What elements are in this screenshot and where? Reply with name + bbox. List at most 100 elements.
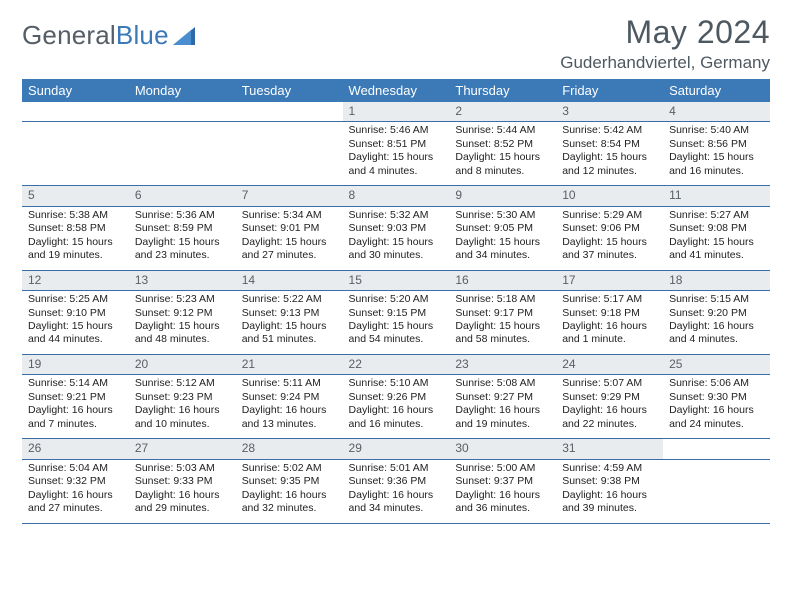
sunset-text: Sunset: 8:59 PM <box>135 222 230 235</box>
sunrise-text: Sunrise: 5:10 AM <box>349 377 444 390</box>
daylight-text: Daylight: 15 hours and 27 minutes. <box>242 236 337 263</box>
daylight-text: Daylight: 15 hours and 12 minutes. <box>562 151 657 178</box>
sunset-text: Sunset: 9:36 PM <box>349 475 444 488</box>
daylight-text: Daylight: 16 hours and 16 minutes. <box>349 404 444 431</box>
sunrise-text: Sunrise: 5:32 AM <box>349 209 444 222</box>
day-info-cell: Sunrise: 5:25 AMSunset: 9:10 PMDaylight:… <box>22 291 129 355</box>
day-info-cell: Sunrise: 5:42 AMSunset: 8:54 PMDaylight:… <box>556 122 663 186</box>
calendar-body: 1234 Sunrise: 5:46 AMSunset: 8:51 PMDayl… <box>22 102 770 523</box>
daylight-text: Daylight: 15 hours and 41 minutes. <box>669 236 764 263</box>
sunrise-text: Sunrise: 5:22 AM <box>242 293 337 306</box>
sunrise-text: Sunrise: 5:12 AM <box>135 377 230 390</box>
day-info-row: Sunrise: 5:14 AMSunset: 9:21 PMDaylight:… <box>22 375 770 439</box>
day-info-row: Sunrise: 5:04 AMSunset: 9:32 PMDaylight:… <box>22 459 770 523</box>
sunset-text: Sunset: 9:33 PM <box>135 475 230 488</box>
sunset-text: Sunset: 9:05 PM <box>455 222 550 235</box>
day-number-cell: 11 <box>663 186 770 206</box>
weekday-header: Friday <box>556 79 663 102</box>
day-info-cell: Sunrise: 5:17 AMSunset: 9:18 PMDaylight:… <box>556 291 663 355</box>
sunset-text: Sunset: 9:21 PM <box>28 391 123 404</box>
day-number-cell: 29 <box>343 439 450 459</box>
daylight-text: Daylight: 15 hours and 4 minutes. <box>349 151 444 178</box>
month-title: May 2024 <box>560 14 770 51</box>
day-number-cell: 27 <box>129 439 236 459</box>
day-number-cell: 14 <box>236 270 343 290</box>
sunset-text: Sunset: 9:30 PM <box>669 391 764 404</box>
daylight-text: Daylight: 16 hours and 22 minutes. <box>562 404 657 431</box>
day-number-cell: 3 <box>556 102 663 122</box>
sunset-text: Sunset: 8:52 PM <box>455 138 550 151</box>
day-number-cell: 16 <box>449 270 556 290</box>
day-info-cell: Sunrise: 5:01 AMSunset: 9:36 PMDaylight:… <box>343 459 450 523</box>
day-number-cell <box>663 439 770 459</box>
daylight-text: Daylight: 15 hours and 37 minutes. <box>562 236 657 263</box>
sunset-text: Sunset: 9:35 PM <box>242 475 337 488</box>
sunrise-text: Sunrise: 5:15 AM <box>669 293 764 306</box>
day-info-cell: Sunrise: 5:46 AMSunset: 8:51 PMDaylight:… <box>343 122 450 186</box>
day-info-cell: Sunrise: 5:20 AMSunset: 9:15 PMDaylight:… <box>343 291 450 355</box>
sunset-text: Sunset: 9:15 PM <box>349 307 444 320</box>
daylight-text: Daylight: 16 hours and 4 minutes. <box>669 320 764 347</box>
day-info-cell: Sunrise: 5:03 AMSunset: 9:33 PMDaylight:… <box>129 459 236 523</box>
sunset-text: Sunset: 9:03 PM <box>349 222 444 235</box>
day-info-cell: Sunrise: 5:40 AMSunset: 8:56 PMDaylight:… <box>663 122 770 186</box>
brand-text: GeneralBlue <box>22 20 169 51</box>
day-number-cell: 19 <box>22 355 129 375</box>
sunrise-text: Sunrise: 5:18 AM <box>455 293 550 306</box>
daylight-text: Daylight: 16 hours and 1 minute. <box>562 320 657 347</box>
day-number-cell: 10 <box>556 186 663 206</box>
day-info-cell: Sunrise: 5:02 AMSunset: 9:35 PMDaylight:… <box>236 459 343 523</box>
sunrise-text: Sunrise: 5:14 AM <box>28 377 123 390</box>
day-info-row: Sunrise: 5:46 AMSunset: 8:51 PMDaylight:… <box>22 122 770 186</box>
day-number-cell: 18 <box>663 270 770 290</box>
day-number-cell: 31 <box>556 439 663 459</box>
day-number-cell: 26 <box>22 439 129 459</box>
daylight-text: Daylight: 16 hours and 13 minutes. <box>242 404 337 431</box>
sunset-text: Sunset: 8:51 PM <box>349 138 444 151</box>
sunrise-text: Sunrise: 5:17 AM <box>562 293 657 306</box>
day-number-cell: 13 <box>129 270 236 290</box>
day-number-row: 1234 <box>22 102 770 122</box>
brand-logo: GeneralBlue <box>22 14 195 51</box>
sunset-text: Sunset: 8:56 PM <box>669 138 764 151</box>
day-info-cell: Sunrise: 5:30 AMSunset: 9:05 PMDaylight:… <box>449 206 556 270</box>
sunset-text: Sunset: 9:12 PM <box>135 307 230 320</box>
day-info-row: Sunrise: 5:38 AMSunset: 8:58 PMDaylight:… <box>22 206 770 270</box>
daylight-text: Daylight: 16 hours and 34 minutes. <box>349 489 444 516</box>
sunrise-text: Sunrise: 5:34 AM <box>242 209 337 222</box>
day-number-cell: 2 <box>449 102 556 122</box>
day-info-cell <box>22 122 129 186</box>
sunrise-text: Sunrise: 5:36 AM <box>135 209 230 222</box>
day-number-cell: 23 <box>449 355 556 375</box>
header: GeneralBlue May 2024 Guderhandviertel, G… <box>22 14 770 73</box>
sunrise-text: Sunrise: 5:44 AM <box>455 124 550 137</box>
day-number-cell: 7 <box>236 186 343 206</box>
daylight-text: Daylight: 16 hours and 27 minutes. <box>28 489 123 516</box>
brand-part1: General <box>22 20 116 50</box>
day-number-cell: 24 <box>556 355 663 375</box>
weekday-header: Saturday <box>663 79 770 102</box>
day-info-cell: Sunrise: 5:23 AMSunset: 9:12 PMDaylight:… <box>129 291 236 355</box>
sunset-text: Sunset: 8:58 PM <box>28 222 123 235</box>
daylight-text: Daylight: 15 hours and 23 minutes. <box>135 236 230 263</box>
day-number-cell: 6 <box>129 186 236 206</box>
day-info-cell: Sunrise: 5:18 AMSunset: 9:17 PMDaylight:… <box>449 291 556 355</box>
sunset-text: Sunset: 9:29 PM <box>562 391 657 404</box>
daylight-text: Daylight: 15 hours and 16 minutes. <box>669 151 764 178</box>
day-number-cell: 25 <box>663 355 770 375</box>
daylight-text: Daylight: 16 hours and 24 minutes. <box>669 404 764 431</box>
sunrise-text: Sunrise: 5:25 AM <box>28 293 123 306</box>
sunrise-text: Sunrise: 5:08 AM <box>455 377 550 390</box>
sunrise-text: Sunrise: 5:42 AM <box>562 124 657 137</box>
daylight-text: Daylight: 16 hours and 7 minutes. <box>28 404 123 431</box>
sunset-text: Sunset: 9:01 PM <box>242 222 337 235</box>
day-info-cell: Sunrise: 5:06 AMSunset: 9:30 PMDaylight:… <box>663 375 770 439</box>
day-info-cell: Sunrise: 5:10 AMSunset: 9:26 PMDaylight:… <box>343 375 450 439</box>
daylight-text: Daylight: 15 hours and 8 minutes. <box>455 151 550 178</box>
daylight-text: Daylight: 15 hours and 58 minutes. <box>455 320 550 347</box>
sunset-text: Sunset: 9:32 PM <box>28 475 123 488</box>
day-info-cell: Sunrise: 5:38 AMSunset: 8:58 PMDaylight:… <box>22 206 129 270</box>
sunrise-text: Sunrise: 5:03 AM <box>135 462 230 475</box>
sunset-text: Sunset: 9:06 PM <box>562 222 657 235</box>
day-number-cell: 21 <box>236 355 343 375</box>
